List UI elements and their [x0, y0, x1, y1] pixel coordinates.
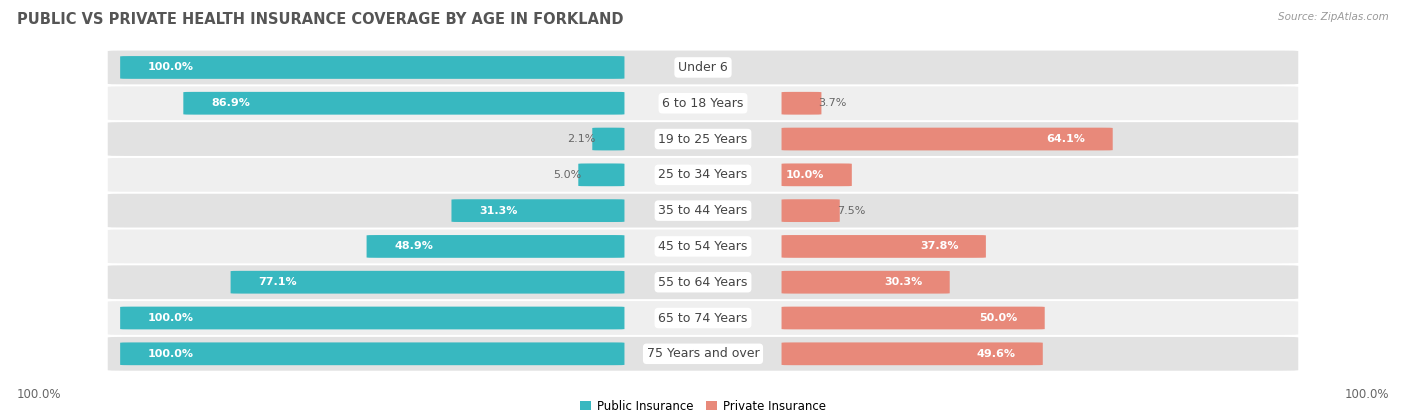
- Text: 7.5%: 7.5%: [837, 206, 865, 216]
- Text: PUBLIC VS PRIVATE HEALTH INSURANCE COVERAGE BY AGE IN FORKLAND: PUBLIC VS PRIVATE HEALTH INSURANCE COVER…: [17, 12, 623, 27]
- FancyBboxPatch shape: [108, 158, 1298, 192]
- Text: 100.0%: 100.0%: [148, 349, 194, 359]
- Text: 86.9%: 86.9%: [211, 98, 250, 108]
- FancyBboxPatch shape: [782, 342, 1043, 365]
- FancyBboxPatch shape: [108, 337, 1298, 371]
- Text: Source: ZipAtlas.com: Source: ZipAtlas.com: [1278, 12, 1389, 22]
- FancyBboxPatch shape: [108, 265, 1298, 299]
- FancyBboxPatch shape: [782, 235, 986, 258]
- FancyBboxPatch shape: [108, 86, 1298, 120]
- FancyBboxPatch shape: [592, 128, 624, 150]
- Text: 37.8%: 37.8%: [920, 242, 959, 252]
- FancyBboxPatch shape: [108, 122, 1298, 156]
- FancyBboxPatch shape: [782, 271, 949, 294]
- Text: 100.0%: 100.0%: [17, 388, 62, 401]
- FancyBboxPatch shape: [108, 50, 1298, 84]
- FancyBboxPatch shape: [578, 164, 624, 186]
- Text: Under 6: Under 6: [678, 61, 728, 74]
- FancyBboxPatch shape: [367, 235, 624, 258]
- FancyBboxPatch shape: [183, 92, 624, 115]
- Text: 10.0%: 10.0%: [786, 170, 824, 180]
- Text: 64.1%: 64.1%: [1046, 134, 1085, 144]
- Text: 50.0%: 50.0%: [979, 313, 1017, 323]
- Text: 100.0%: 100.0%: [1344, 388, 1389, 401]
- Text: 49.6%: 49.6%: [976, 349, 1015, 359]
- FancyBboxPatch shape: [120, 342, 624, 365]
- FancyBboxPatch shape: [120, 306, 624, 330]
- Text: 30.3%: 30.3%: [884, 277, 922, 287]
- Text: 77.1%: 77.1%: [259, 277, 297, 287]
- Text: 65 to 74 Years: 65 to 74 Years: [658, 311, 748, 325]
- Text: 2.1%: 2.1%: [567, 134, 595, 144]
- FancyBboxPatch shape: [108, 194, 1298, 228]
- Text: 45 to 54 Years: 45 to 54 Years: [658, 240, 748, 253]
- Text: 35 to 44 Years: 35 to 44 Years: [658, 204, 748, 217]
- Text: 25 to 34 Years: 25 to 34 Years: [658, 169, 748, 181]
- Text: 19 to 25 Years: 19 to 25 Years: [658, 133, 748, 145]
- Text: 6 to 18 Years: 6 to 18 Years: [662, 97, 744, 110]
- FancyBboxPatch shape: [782, 199, 839, 222]
- FancyBboxPatch shape: [120, 56, 624, 79]
- FancyBboxPatch shape: [782, 164, 852, 186]
- Text: 48.9%: 48.9%: [394, 242, 433, 252]
- Text: 5.0%: 5.0%: [553, 170, 581, 180]
- FancyBboxPatch shape: [782, 128, 1112, 150]
- FancyBboxPatch shape: [108, 230, 1298, 263]
- Text: 100.0%: 100.0%: [148, 313, 194, 323]
- Text: 75 Years and over: 75 Years and over: [647, 347, 759, 360]
- FancyBboxPatch shape: [451, 199, 624, 222]
- FancyBboxPatch shape: [782, 92, 821, 115]
- FancyBboxPatch shape: [231, 271, 624, 294]
- FancyBboxPatch shape: [782, 306, 1045, 330]
- Text: 100.0%: 100.0%: [148, 62, 194, 72]
- Text: 3.7%: 3.7%: [818, 98, 846, 108]
- Legend: Public Insurance, Private Insurance: Public Insurance, Private Insurance: [575, 395, 831, 413]
- Text: 55 to 64 Years: 55 to 64 Years: [658, 276, 748, 289]
- FancyBboxPatch shape: [108, 301, 1298, 335]
- Text: 31.3%: 31.3%: [479, 206, 517, 216]
